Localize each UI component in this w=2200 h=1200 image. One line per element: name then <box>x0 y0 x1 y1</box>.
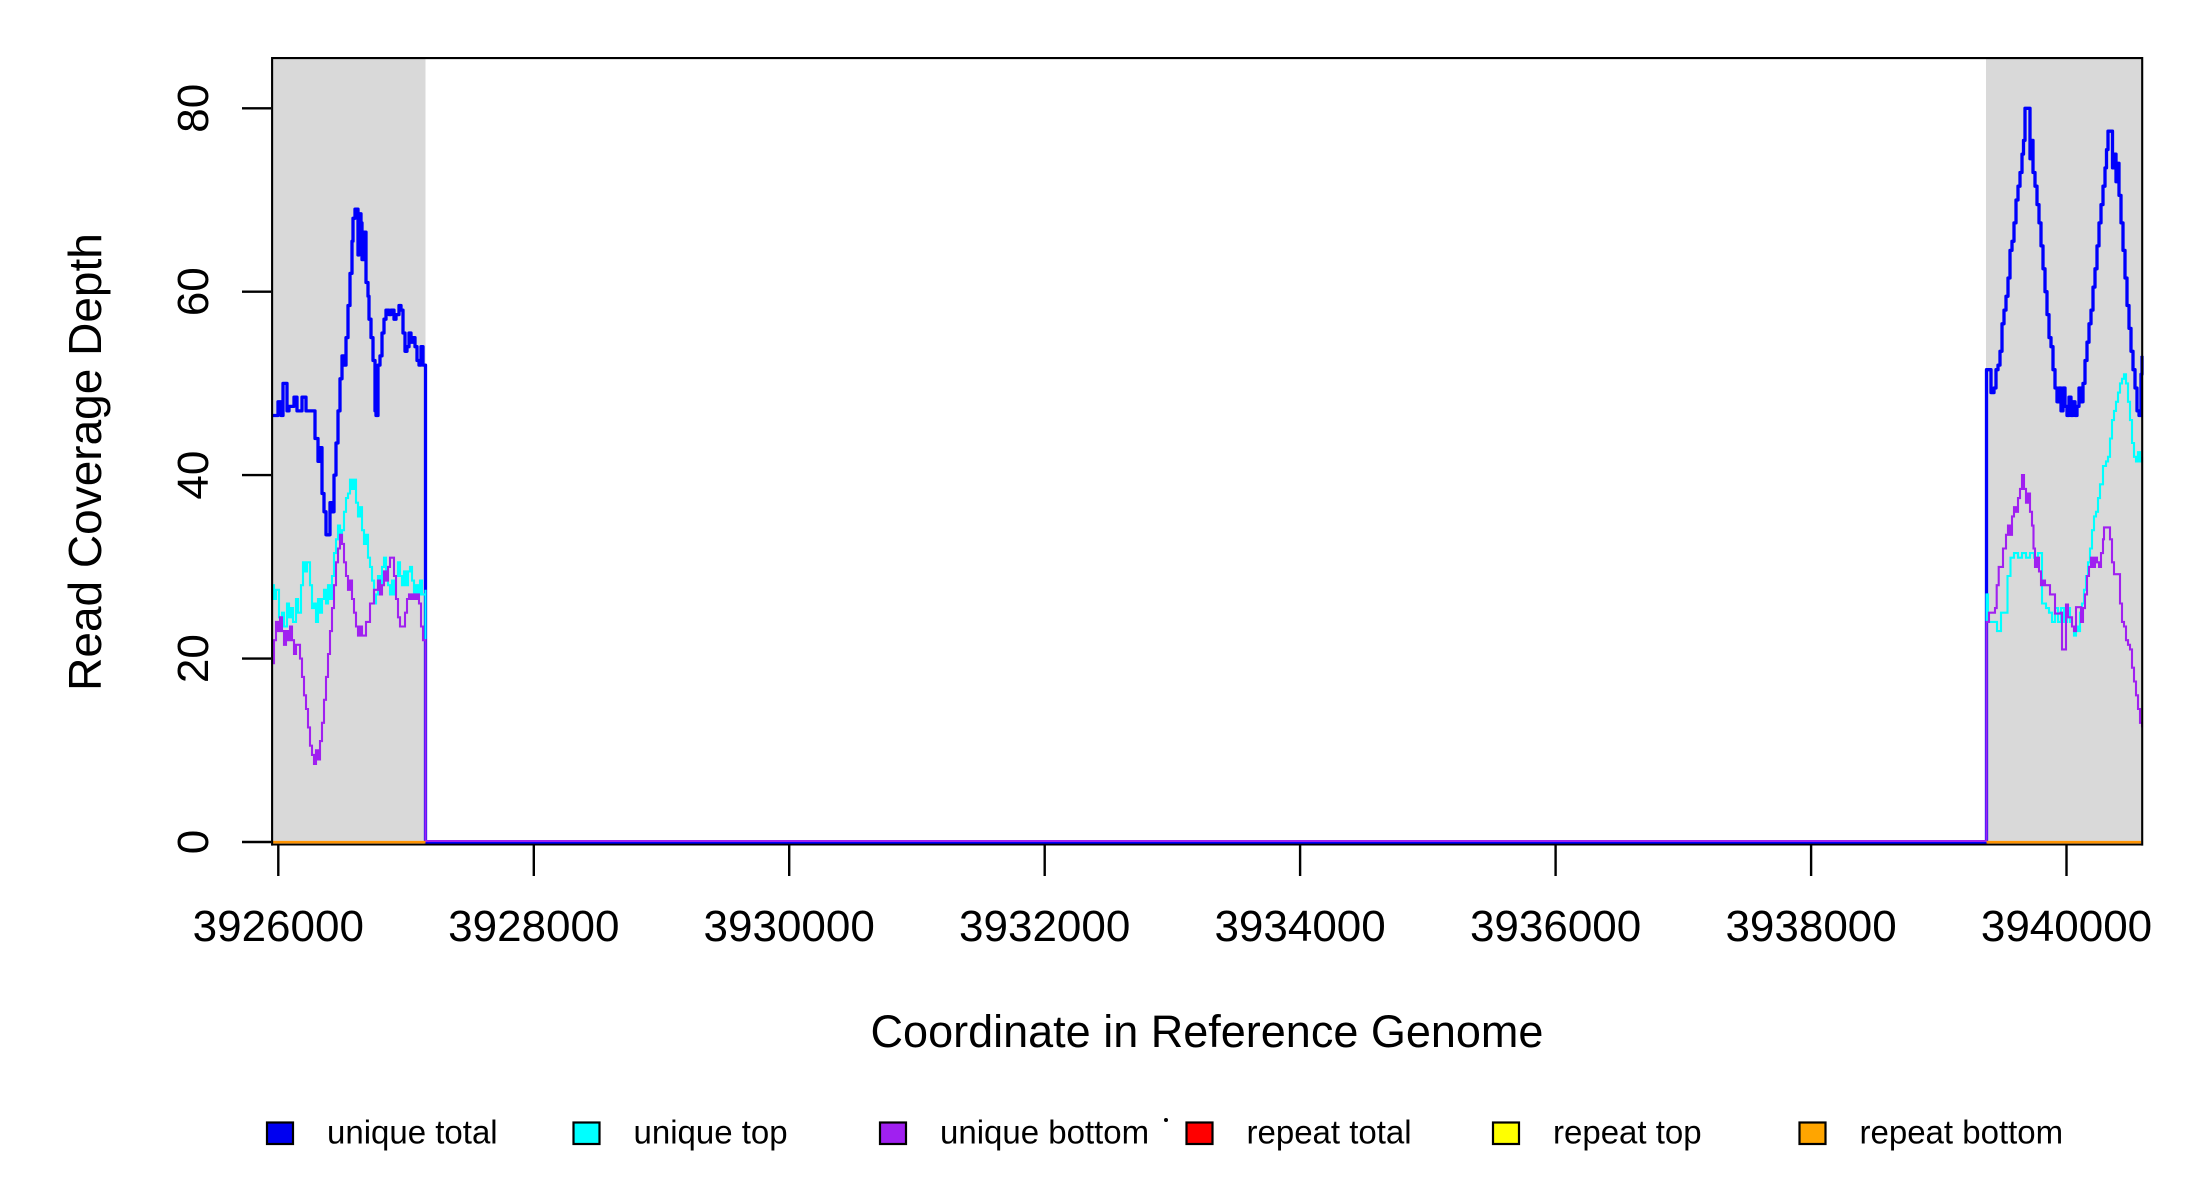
svg-text:80: 80 <box>169 84 218 133</box>
svg-text:3926000: 3926000 <box>193 902 364 951</box>
svg-text:3928000: 3928000 <box>448 902 619 951</box>
svg-text:3938000: 3938000 <box>1725 902 1896 951</box>
svg-text:3936000: 3936000 <box>1470 902 1641 951</box>
svg-text:Coordinate in Reference Genome: Coordinate in Reference Genome <box>871 1006 1544 1057</box>
svg-text:40: 40 <box>169 451 218 500</box>
svg-text:3940000: 3940000 <box>1981 902 2152 951</box>
svg-text:3932000: 3932000 <box>959 902 1130 951</box>
svg-text:20: 20 <box>169 634 218 683</box>
svg-text:unique total: unique total <box>327 1114 498 1151</box>
svg-text:unique top: unique top <box>634 1114 788 1151</box>
svg-text:3930000: 3930000 <box>704 902 875 951</box>
svg-text:unique bottom: unique bottom <box>940 1114 1149 1151</box>
svg-text:repeat total: repeat total <box>1247 1114 1412 1151</box>
svg-text:repeat bottom: repeat bottom <box>1860 1114 2064 1151</box>
svg-text:0: 0 <box>169 830 218 854</box>
svg-text:repeat top: repeat top <box>1553 1114 1702 1151</box>
svg-text:60: 60 <box>169 267 218 316</box>
svg-text:3934000: 3934000 <box>1214 902 1385 951</box>
svg-text:Read Coverage Depth: Read Coverage Depth <box>59 233 111 691</box>
